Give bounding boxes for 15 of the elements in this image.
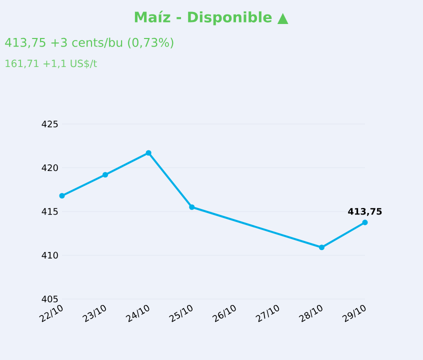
y-tick-label: 420 — [42, 164, 58, 172]
point — [189, 204, 195, 210]
y-tick-label: 415 — [42, 208, 58, 215]
data-label: 413,75 — [348, 208, 382, 216]
y-tick-label: 410 — [42, 252, 58, 259]
chart-title: Maíz - Disponible ▲ — [134, 10, 288, 26]
text: 161,71 +1,1 US$/t — [6, 59, 97, 69]
point — [146, 150, 152, 156]
point — [102, 172, 108, 178]
chart-subtitle: 413,75 +3 cents/bu (0,73%) — [5, 38, 174, 48]
y-tick-label: 425 — [42, 120, 58, 128]
point — [59, 192, 65, 199]
point — [318, 244, 325, 250]
y-tick-label: 405 — [42, 296, 58, 302]
point — [362, 220, 368, 226]
